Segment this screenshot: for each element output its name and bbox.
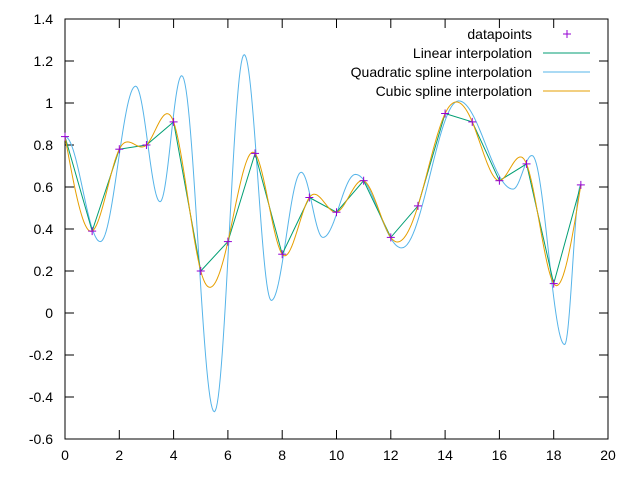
y-tick-label: 1.4 bbox=[34, 11, 54, 27]
y-tick-label: -0.6 bbox=[29, 431, 53, 447]
datapoint bbox=[359, 176, 368, 185]
x-tick-label: 4 bbox=[170, 447, 178, 463]
legend-label: datapoints bbox=[467, 26, 532, 42]
y-tick-label: 0 bbox=[45, 305, 53, 321]
legend-label: Cubic spline interpolation bbox=[376, 83, 532, 99]
x-tick-label: 16 bbox=[492, 447, 508, 463]
datapoint bbox=[332, 208, 341, 217]
x-tick-label: 6 bbox=[224, 447, 232, 463]
series-lines bbox=[64, 54, 582, 413]
datapoint-markers bbox=[61, 109, 585, 288]
series-line-cubic bbox=[64, 101, 582, 288]
x-tick-label: 0 bbox=[61, 447, 69, 463]
series-line-linear bbox=[64, 112, 582, 284]
datapoint bbox=[251, 149, 260, 158]
legend-label: Linear interpolation bbox=[413, 45, 532, 61]
y-tick-label: -0.2 bbox=[29, 347, 53, 363]
y-tick-label: 1.2 bbox=[34, 53, 54, 69]
y-tick-label: 0.2 bbox=[34, 263, 54, 279]
datapoint bbox=[441, 109, 450, 118]
x-tick-label: 18 bbox=[546, 447, 562, 463]
series-line-quadratic bbox=[64, 54, 582, 413]
y-tick-label: 0.6 bbox=[34, 179, 54, 195]
datapoint bbox=[223, 237, 232, 246]
datapoint bbox=[142, 141, 151, 149]
legend-marker-point bbox=[563, 30, 571, 38]
y-tick-label: 0.8 bbox=[34, 137, 54, 153]
plot-area-border bbox=[64, 18, 609, 440]
y-tick-label: 1 bbox=[45, 95, 53, 111]
x-tick-label: 20 bbox=[600, 447, 616, 463]
datapoint bbox=[278, 250, 287, 259]
datapoint bbox=[386, 233, 395, 242]
datapoint bbox=[413, 201, 422, 210]
legend-label: Quadratic spline interpolation bbox=[351, 64, 532, 80]
x-tick-label: 2 bbox=[115, 447, 123, 463]
y-tick-label: -0.4 bbox=[29, 389, 53, 405]
datapoint bbox=[522, 159, 531, 168]
datapoint bbox=[169, 117, 178, 126]
datapoint bbox=[115, 145, 124, 154]
y-tick-label: 0.4 bbox=[34, 221, 54, 237]
datapoint bbox=[549, 279, 558, 288]
x-tick-label: 14 bbox=[437, 447, 453, 463]
x-tick-label: 12 bbox=[383, 447, 399, 463]
datapoint bbox=[495, 176, 504, 185]
datapoint bbox=[576, 180, 585, 189]
datapoint bbox=[305, 193, 314, 202]
axis-ticks: 0 2 4 6 8 10 12 14 16 18 20 -0.6 -0.4 -0.2 0 0.2 0.4 0.6 0… bbox=[29, 11, 616, 463]
datapoint bbox=[61, 132, 69, 141]
legend: datapoints Linear interpolation Quadratic … bbox=[351, 26, 590, 99]
datapoint bbox=[196, 267, 205, 275]
datapoint bbox=[468, 117, 477, 126]
x-tick-label: 8 bbox=[278, 447, 286, 463]
x-tick-label: 10 bbox=[329, 447, 345, 463]
datapoint bbox=[88, 227, 97, 236]
